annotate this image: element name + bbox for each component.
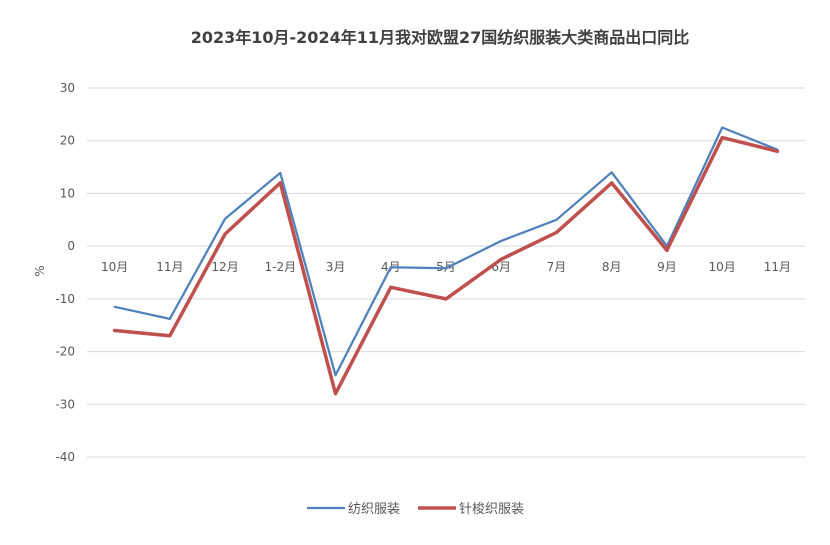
legend: 纺织服装 针梭织服装: [307, 501, 524, 517]
y-tick-label: 30: [60, 81, 75, 95]
x-tick-label: 12月: [211, 260, 238, 274]
chart-title: 2023年10月-2024年11月我对欧盟27国纺织服装大类商品出口同比: [191, 28, 690, 47]
y-tick-label: -20: [55, 345, 75, 359]
legend-label-2: 针梭织服装: [459, 501, 524, 517]
y-axis-ticks: 30 20 10 0 -10 -20 -30 -40: [55, 81, 75, 464]
series-line-2: [112, 135, 780, 396]
series-lines: [112, 126, 780, 396]
y-tick-label: 0: [67, 239, 75, 253]
x-tick-label: 3月: [326, 260, 346, 274]
x-tick-label: 11月: [156, 260, 183, 274]
series-line-1: [113, 126, 779, 377]
y-tick-label: -40: [55, 450, 75, 464]
y-tick-label: 20: [60, 134, 75, 148]
y-tick-label: -10: [55, 292, 75, 306]
x-tick-label: 1-2月: [265, 260, 297, 274]
x-tick-label: 10月: [709, 260, 736, 274]
y-axis-title: %: [33, 265, 47, 276]
x-tick-label: 7月: [547, 260, 567, 274]
y-tick-label: 10: [60, 186, 75, 200]
x-tick-label: 11月: [764, 260, 791, 274]
y-tick-label: -30: [55, 397, 75, 411]
legend-label-1: 纺织服装: [348, 502, 400, 517]
x-tick-label: 8月: [602, 260, 622, 274]
x-axis-ticks: 10月 11月 12月 1-2月 3月 4月 5月 6月 7月 8月 9月 10月 11月: [101, 260, 791, 274]
x-tick-label: 9月: [657, 260, 677, 274]
x-tick-label: 10月: [101, 260, 128, 274]
